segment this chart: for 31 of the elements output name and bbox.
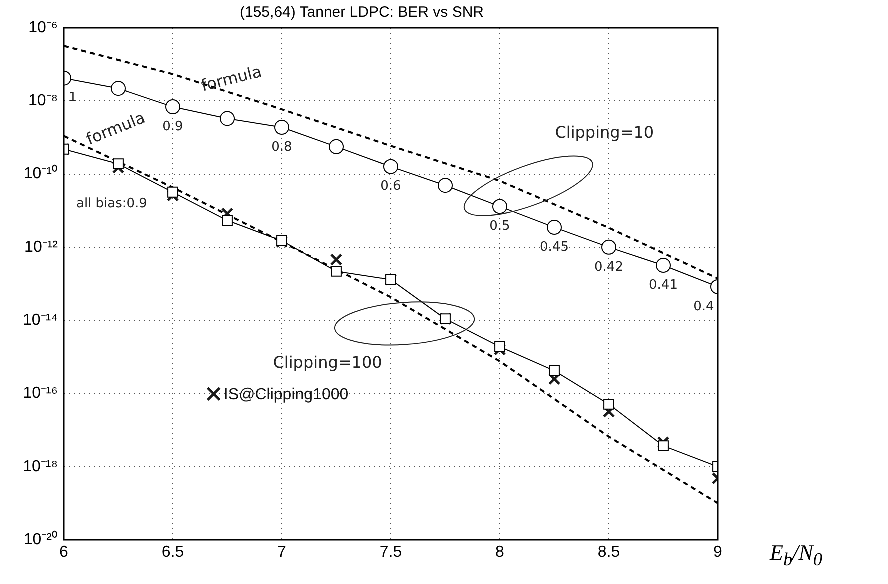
x-tick-label: 6.5 [162,544,184,562]
y-tick-label: 10⁻⁶ [28,19,58,36]
annotation: formula [199,62,264,96]
legend-label: IS@Clipping1000 [224,386,349,404]
y-tick-label: 10⁻¹² [24,238,59,256]
annotation: all bias:0.9 [76,196,148,212]
annotation: 0.41 [649,278,678,293]
y-tick-label: 10⁻¹⁴ [23,312,58,329]
x-tick-label: 9 [714,544,723,562]
y-tick-label: 10⁻¹⁰ [24,164,58,183]
chart-title: (155,64) Tanner LDPC: BER vs SNR [240,4,484,22]
x-tick-label: 8.5 [598,544,620,562]
x-axis-title: E$_{b}$/N$_{0}$ [770,540,823,570]
x-tick-label: 8 [496,544,505,562]
annotation: 0.4 [694,299,714,314]
y-tick-label: 10⁻²⁰ [24,530,58,548]
y-tick-label: 10⁻¹⁸ [23,458,58,476]
annotation: 1 [68,90,78,106]
annotation: 0.5 [490,219,510,234]
annotation: Clipping=10 [555,123,654,142]
x-tick-label: 6 [60,544,69,562]
annotation: 0.45 [540,240,569,255]
annotation: Clipping=100 [273,352,382,372]
annotation: 0.6 [380,179,402,194]
x-tick-label: 7.5 [380,544,402,562]
annotation: 0.8 [272,140,292,155]
x-tick-label: 7 [278,544,287,562]
y-tick-label: 10⁻⁸ [28,92,58,110]
y-tick-label: 10⁻¹⁶ [23,385,58,402]
annotation: 0.42 [594,260,624,275]
annotation: 0.9 [162,119,184,134]
